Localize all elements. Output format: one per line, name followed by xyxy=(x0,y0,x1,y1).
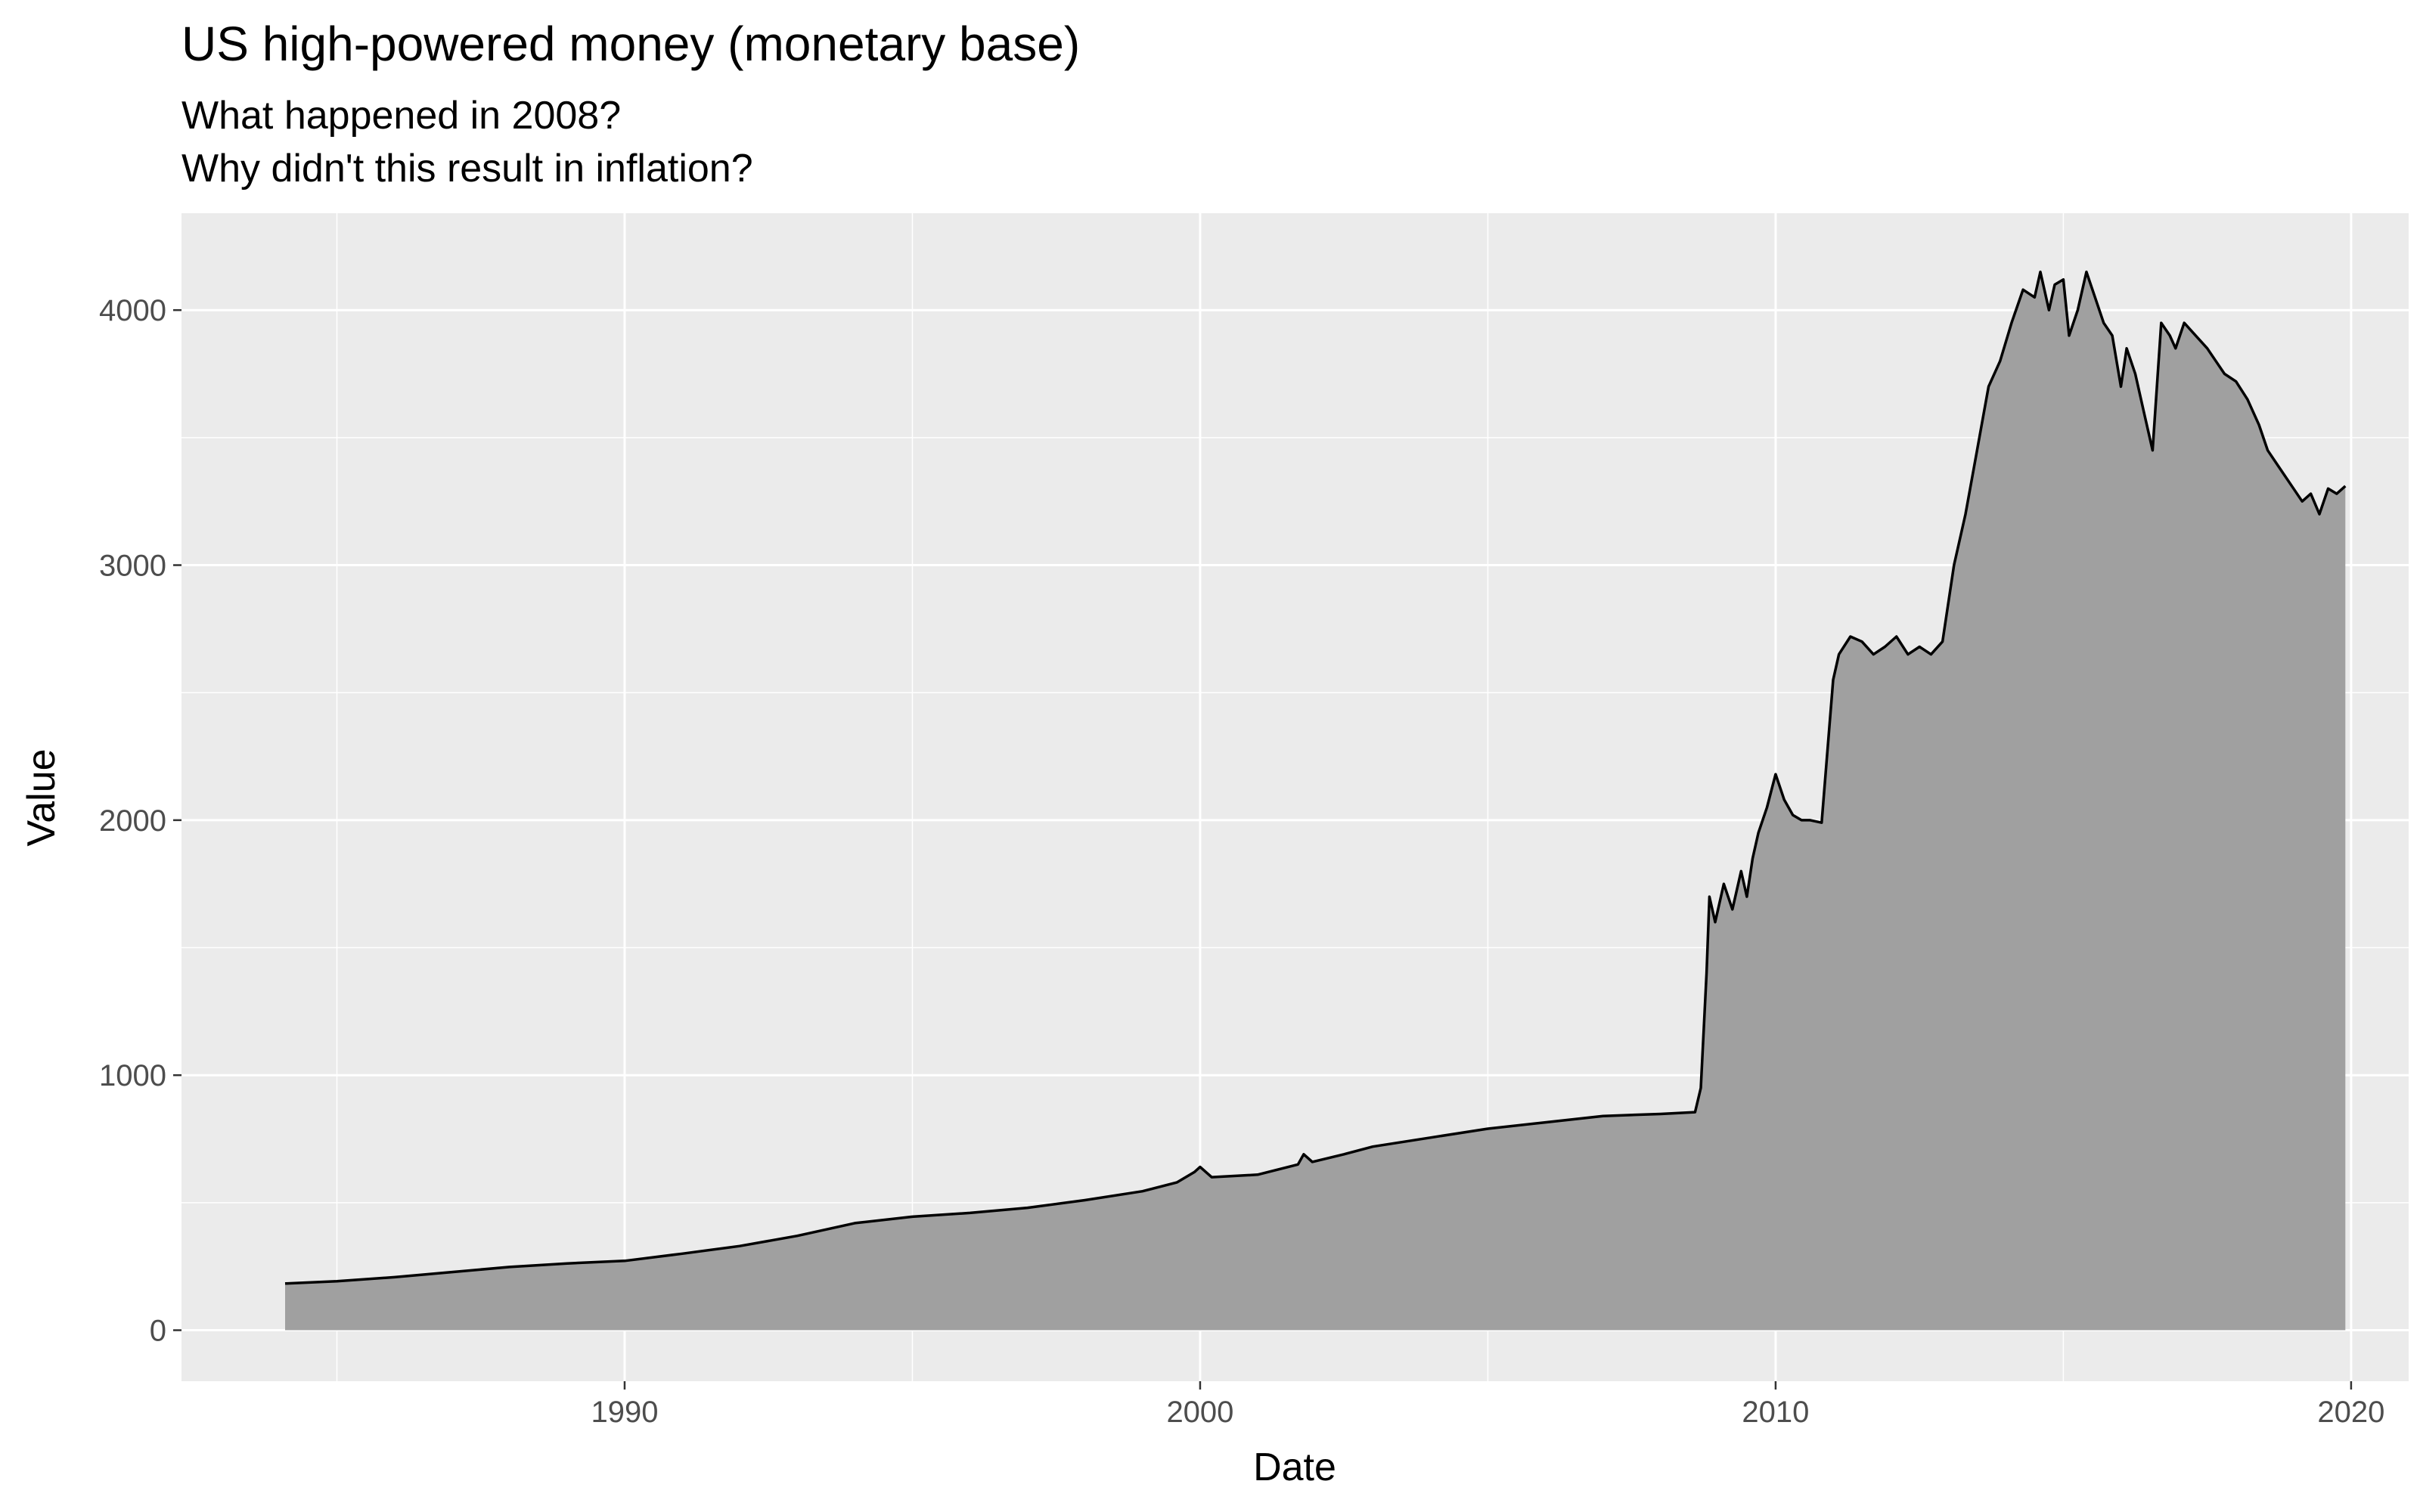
y-tick-label: 0 xyxy=(150,1315,166,1348)
x-tick-label: 2020 xyxy=(2317,1396,2384,1429)
x-tick-label: 2000 xyxy=(1166,1396,1233,1429)
area-fill xyxy=(285,271,2346,1331)
x-axis: 1990 2000 2010 2020 xyxy=(591,1381,2384,1429)
y-axis-title: Value xyxy=(20,748,64,846)
x-tick-label: 1990 xyxy=(591,1396,658,1429)
x-tick-label: 2010 xyxy=(1742,1396,1809,1429)
x-axis-title: Date xyxy=(1253,1445,1336,1489)
subtitle-line-2: Why didn't this result in inflation? xyxy=(182,147,753,191)
y-tick-label: 2000 xyxy=(99,804,166,838)
chart-subtitle: What happened in 2008? Why didn't this r… xyxy=(182,89,753,195)
y-tick-label: 3000 xyxy=(99,550,166,583)
y-tick-label: 1000 xyxy=(99,1059,166,1092)
series-line xyxy=(284,270,2347,1285)
chart-title: US high-powered money (monetary base) xyxy=(182,17,1081,71)
y-tick-label: 4000 xyxy=(99,294,166,327)
subtitle-line-1: What happened in 2008? xyxy=(182,94,622,138)
y-axis: 0 1000 2000 3000 4000 xyxy=(99,294,182,1348)
